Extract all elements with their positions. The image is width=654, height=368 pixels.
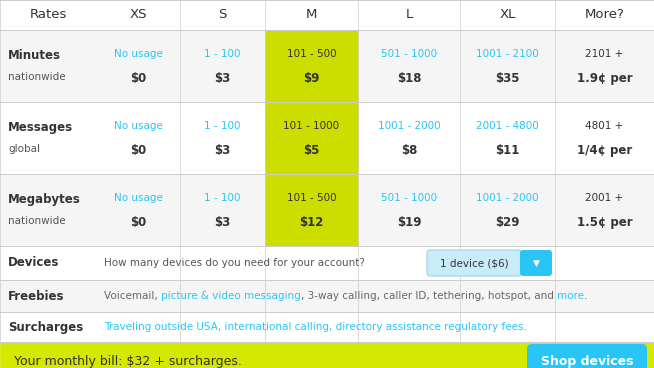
Text: .: . xyxy=(584,291,587,301)
Text: 1001 - 2000: 1001 - 2000 xyxy=(476,193,539,203)
Bar xyxy=(0,0,654,30)
Text: How many devices do you need for your account?: How many devices do you need for your ac… xyxy=(104,258,365,268)
FancyBboxPatch shape xyxy=(527,344,647,368)
Text: Your monthly bill: $32 + surcharges.: Your monthly bill: $32 + surcharges. xyxy=(14,355,242,368)
Text: $5: $5 xyxy=(303,144,320,157)
Text: 1.9¢ per: 1.9¢ per xyxy=(577,72,632,85)
FancyBboxPatch shape xyxy=(427,250,521,276)
Text: XS: XS xyxy=(129,8,146,21)
Text: $8: $8 xyxy=(401,144,417,157)
Text: Minutes: Minutes xyxy=(8,49,61,62)
Text: Rates: Rates xyxy=(29,8,67,21)
Text: 1 device ($6): 1 device ($6) xyxy=(439,258,508,268)
Text: $3: $3 xyxy=(215,72,231,85)
Bar xyxy=(0,174,654,246)
Text: 101 - 500: 101 - 500 xyxy=(286,49,336,59)
Text: 2001 +: 2001 + xyxy=(585,193,623,203)
Bar xyxy=(265,30,358,102)
Text: 1001 - 2100: 1001 - 2100 xyxy=(476,49,539,59)
Text: XL: XL xyxy=(499,8,516,21)
Text: $3: $3 xyxy=(215,144,231,157)
Text: , 3-way calling, caller ID, tethering, hotspot, and: , 3-way calling, caller ID, tethering, h… xyxy=(301,291,557,301)
Text: Messages: Messages xyxy=(8,121,73,134)
Text: S: S xyxy=(218,8,227,21)
Bar xyxy=(0,280,654,312)
Text: No usage: No usage xyxy=(114,121,162,131)
Text: $9: $9 xyxy=(303,72,320,85)
Text: $35: $35 xyxy=(495,72,520,85)
Text: 1.5¢ per: 1.5¢ per xyxy=(577,216,632,229)
Text: Megabytes: Megabytes xyxy=(8,193,80,206)
Text: $3: $3 xyxy=(215,216,231,229)
Bar xyxy=(265,174,358,246)
Text: $12: $12 xyxy=(300,216,324,229)
Bar xyxy=(0,342,654,368)
Text: L: L xyxy=(405,8,413,21)
Text: No usage: No usage xyxy=(114,49,162,59)
Text: more: more xyxy=(557,291,584,301)
Bar xyxy=(265,102,358,174)
Text: 2101 +: 2101 + xyxy=(585,49,624,59)
Text: 1 - 100: 1 - 100 xyxy=(204,193,241,203)
Text: 1001 - 2000: 1001 - 2000 xyxy=(378,121,440,131)
Text: 4801 +: 4801 + xyxy=(585,121,624,131)
Bar xyxy=(0,246,654,280)
Text: nationwide: nationwide xyxy=(8,216,65,226)
Text: Freebies: Freebies xyxy=(8,290,65,302)
Text: Traveling outside USA, international calling, directory assistance regulatory fe: Traveling outside USA, international cal… xyxy=(104,322,527,332)
Text: $0: $0 xyxy=(130,216,146,229)
Text: global: global xyxy=(8,144,40,154)
Text: picture & video messaging: picture & video messaging xyxy=(161,291,301,301)
Text: 1 - 100: 1 - 100 xyxy=(204,121,241,131)
Text: $19: $19 xyxy=(397,216,421,229)
FancyBboxPatch shape xyxy=(520,250,552,276)
Text: 1 - 100: 1 - 100 xyxy=(204,49,241,59)
Text: Shop devices: Shop devices xyxy=(541,355,633,368)
Text: 101 - 1000: 101 - 1000 xyxy=(283,121,339,131)
Text: 101 - 500: 101 - 500 xyxy=(286,193,336,203)
Text: $0: $0 xyxy=(130,144,146,157)
Text: M: M xyxy=(306,8,317,21)
Text: 2001 - 4800: 2001 - 4800 xyxy=(476,121,539,131)
Text: 501 - 1000: 501 - 1000 xyxy=(381,49,437,59)
Text: $11: $11 xyxy=(495,144,520,157)
Text: More?: More? xyxy=(585,8,625,21)
Text: nationwide: nationwide xyxy=(8,72,65,82)
Text: 1/4¢ per: 1/4¢ per xyxy=(577,144,632,157)
Text: Voicemail,: Voicemail, xyxy=(104,291,161,301)
Text: Devices: Devices xyxy=(8,256,60,269)
Text: 501 - 1000: 501 - 1000 xyxy=(381,193,437,203)
Bar xyxy=(0,102,654,174)
Text: $29: $29 xyxy=(495,216,520,229)
Text: No usage: No usage xyxy=(114,193,162,203)
Bar xyxy=(0,30,654,102)
Bar xyxy=(0,312,654,342)
Text: Surcharges: Surcharges xyxy=(8,321,83,333)
Text: $0: $0 xyxy=(130,72,146,85)
Text: $18: $18 xyxy=(397,72,421,85)
Text: ▼: ▼ xyxy=(532,258,540,268)
